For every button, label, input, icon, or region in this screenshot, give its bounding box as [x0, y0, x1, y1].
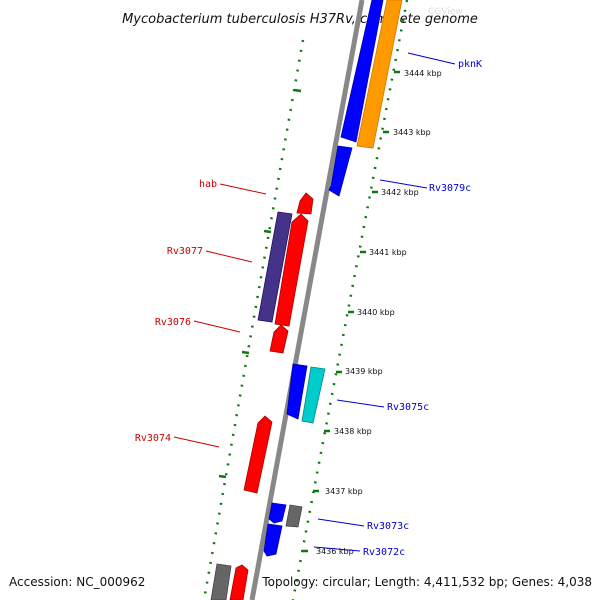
- map-title: Mycobacterium tuberculosis H37Rv, comple…: [122, 12, 478, 27]
- feature-cyan[interactable]: [301, 366, 326, 424]
- gene-pknK[interactable]: [340, 0, 384, 143]
- gene-Rv3075c[interactable]: [286, 363, 308, 420]
- kbp-label-3436: 3436 kbp: [316, 547, 354, 556]
- gene-label-Rv3075c[interactable]: Rv3075c: [387, 402, 429, 413]
- gene-label-Rv3076[interactable]: Rv3076: [155, 317, 191, 328]
- gene-label-Rv3072c[interactable]: Rv3072c: [363, 547, 405, 558]
- gene-Rv3073c[interactable]: [268, 502, 287, 524]
- kbp-label-3443: 3443 kbp: [393, 128, 431, 137]
- watermark: CGView: [428, 7, 463, 17]
- outer-major-ticks: [302, 70, 400, 553]
- gene-Rv3077[interactable]: [274, 213, 309, 327]
- gene-label-Rv3074[interactable]: Rv3074: [135, 433, 171, 444]
- kbp-label-3441: 3441 kbp: [369, 248, 407, 257]
- forward-strand-features: [210, 192, 314, 600]
- topology-text: Topology: circular; Length: 4,411,532 bp…: [261, 575, 592, 589]
- feature-navy[interactable]: [257, 211, 293, 323]
- feature-red-bottom[interactable]: [229, 564, 249, 600]
- gene-hab[interactable]: [296, 192, 314, 215]
- gene-label-Rv3073c[interactable]: Rv3073c: [367, 521, 409, 532]
- kbp-label-3439: 3439 kbp: [345, 367, 383, 376]
- feature-grey-2[interactable]: [210, 563, 232, 600]
- feature-grey-1[interactable]: [285, 504, 303, 528]
- kbp-label-3437: 3437 kbp: [325, 487, 363, 496]
- gene-labels: pknK Rv3079c hab Rv3077 Rv3076 Rv3075c R…: [135, 59, 482, 558]
- gene-label-Rv3079c[interactable]: Rv3079c: [429, 183, 471, 194]
- feature-orange[interactable]: [356, 0, 403, 149]
- gene-Rv3076[interactable]: [269, 324, 289, 354]
- outer-tick-ring: [291, 0, 409, 600]
- genome-backbone: [249, 0, 365, 600]
- label-leaders: [173, 52, 456, 552]
- kbp-label-3440: 3440 kbp: [357, 308, 395, 317]
- kbp-label-3438: 3438 kbp: [334, 427, 372, 436]
- gene-label-hab[interactable]: hab: [199, 179, 217, 190]
- kbp-label-3442: 3442 kbp: [381, 188, 419, 197]
- gene-Rv3072c[interactable]: [263, 523, 283, 557]
- gene-Rv3079c[interactable]: [328, 145, 353, 197]
- inner-major-ticks: [218, 88, 302, 479]
- gene-label-Rv3077[interactable]: Rv3077: [167, 246, 203, 257]
- accession-text: Accession: NC_000962: [9, 575, 145, 589]
- kbp-label-3444: 3444 kbp: [404, 69, 442, 78]
- kbp-tick-labels: 3444 kbp 3443 kbp 3442 kbp 3441 kbp 3440…: [316, 69, 442, 556]
- reverse-strand-features: [263, 0, 403, 557]
- gene-label-pknK[interactable]: pknK: [458, 59, 482, 70]
- gene-Rv3074[interactable]: [243, 415, 273, 494]
